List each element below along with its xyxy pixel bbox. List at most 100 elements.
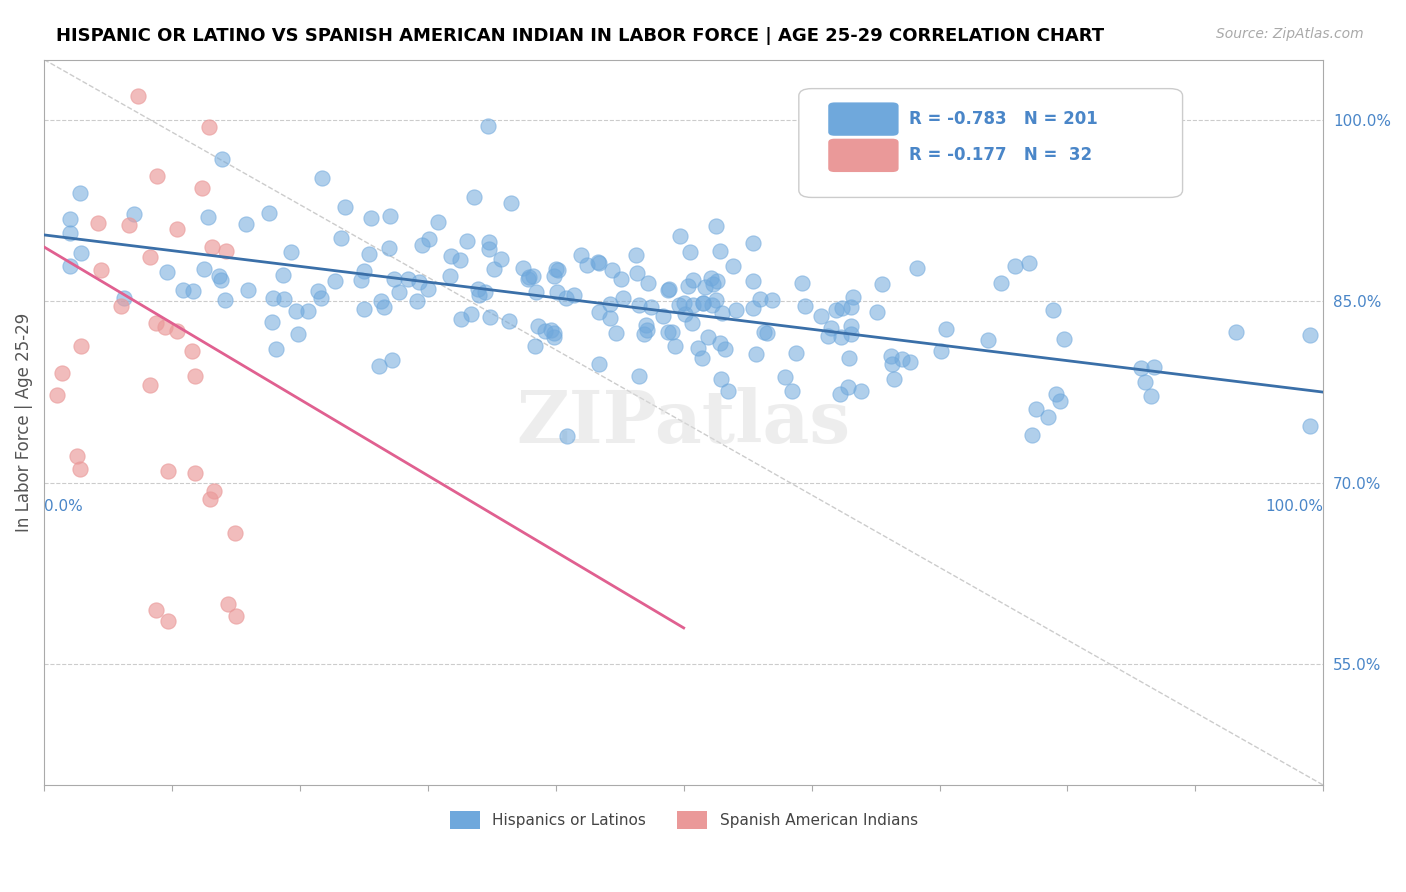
Point — [330, 231, 353, 245]
Point — [1139, 389, 1161, 403]
Point — [526, 319, 548, 334]
Point — [181, 343, 204, 358]
Point — [353, 301, 375, 316]
Point — [697, 330, 720, 344]
Point — [381, 353, 404, 368]
Point — [112, 291, 135, 305]
Point — [709, 336, 731, 351]
Point — [744, 347, 766, 361]
Point — [669, 228, 692, 243]
Point — [839, 318, 862, 333]
Point — [755, 326, 778, 340]
Point — [516, 272, 538, 286]
Point — [235, 217, 257, 231]
Point — [543, 326, 565, 340]
Point — [427, 215, 450, 229]
Point — [838, 351, 860, 365]
Point — [586, 255, 609, 269]
Point — [350, 273, 373, 287]
Point — [260, 315, 283, 329]
Point — [51, 366, 73, 380]
Point — [172, 283, 194, 297]
Point — [682, 298, 704, 312]
Point — [335, 200, 357, 214]
Point — [474, 285, 496, 299]
Point — [449, 252, 471, 267]
Point — [124, 207, 146, 221]
Text: Source: ZipAtlas.com: Source: ZipAtlas.com — [1216, 27, 1364, 41]
Point — [202, 484, 225, 499]
Point — [676, 279, 699, 293]
Point — [1045, 387, 1067, 401]
Point — [661, 325, 683, 339]
Point — [706, 274, 728, 288]
Point — [702, 277, 724, 292]
Point — [214, 293, 236, 307]
Point — [820, 320, 842, 334]
Point — [634, 318, 657, 333]
Point — [935, 322, 957, 336]
Point — [672, 296, 695, 310]
Point — [600, 262, 623, 277]
Point — [704, 219, 727, 234]
Point — [668, 298, 690, 312]
Point — [262, 291, 284, 305]
Point — [700, 271, 723, 285]
Point — [723, 259, 745, 273]
Point — [562, 288, 585, 302]
Text: ZIPatlas: ZIPatlas — [516, 387, 851, 458]
Point — [478, 242, 501, 256]
Point — [891, 351, 914, 366]
Point — [576, 258, 599, 272]
Point — [522, 269, 544, 284]
Point — [627, 369, 650, 384]
Point — [45, 387, 67, 401]
Point — [702, 298, 724, 312]
Point — [1142, 360, 1164, 375]
Point — [501, 195, 523, 210]
Point — [367, 359, 389, 373]
Point — [264, 342, 287, 356]
Point — [408, 275, 430, 289]
Point — [478, 235, 501, 249]
Point — [211, 152, 233, 166]
Point — [1004, 259, 1026, 273]
Point — [209, 273, 232, 287]
Point — [883, 371, 905, 385]
Point — [217, 597, 239, 611]
Point — [418, 231, 440, 245]
Point — [898, 355, 921, 369]
Point — [837, 379, 859, 393]
Point — [543, 330, 565, 344]
Point — [543, 268, 565, 283]
Point — [90, 263, 112, 277]
Point — [588, 256, 610, 270]
Point — [359, 247, 381, 261]
Point — [70, 339, 93, 353]
Point — [1130, 360, 1153, 375]
Point — [588, 357, 610, 371]
Point — [761, 293, 783, 308]
Point — [790, 277, 813, 291]
Point — [236, 284, 259, 298]
Point — [145, 316, 167, 330]
Point — [287, 326, 309, 341]
Point — [193, 261, 215, 276]
Point — [201, 240, 224, 254]
Point — [224, 525, 246, 540]
Point — [1299, 419, 1322, 434]
Point — [512, 260, 534, 275]
Text: R = -0.177   N =  32: R = -0.177 N = 32 — [908, 146, 1092, 164]
Point — [66, 449, 89, 463]
Point — [742, 274, 765, 288]
Point — [491, 252, 513, 267]
Point — [1133, 376, 1156, 390]
Point — [460, 307, 482, 321]
Point — [628, 298, 651, 312]
Point — [686, 341, 709, 355]
Point — [439, 268, 461, 283]
Point — [710, 372, 733, 386]
Point — [793, 299, 815, 313]
FancyBboxPatch shape — [828, 103, 898, 136]
Point — [323, 274, 346, 288]
